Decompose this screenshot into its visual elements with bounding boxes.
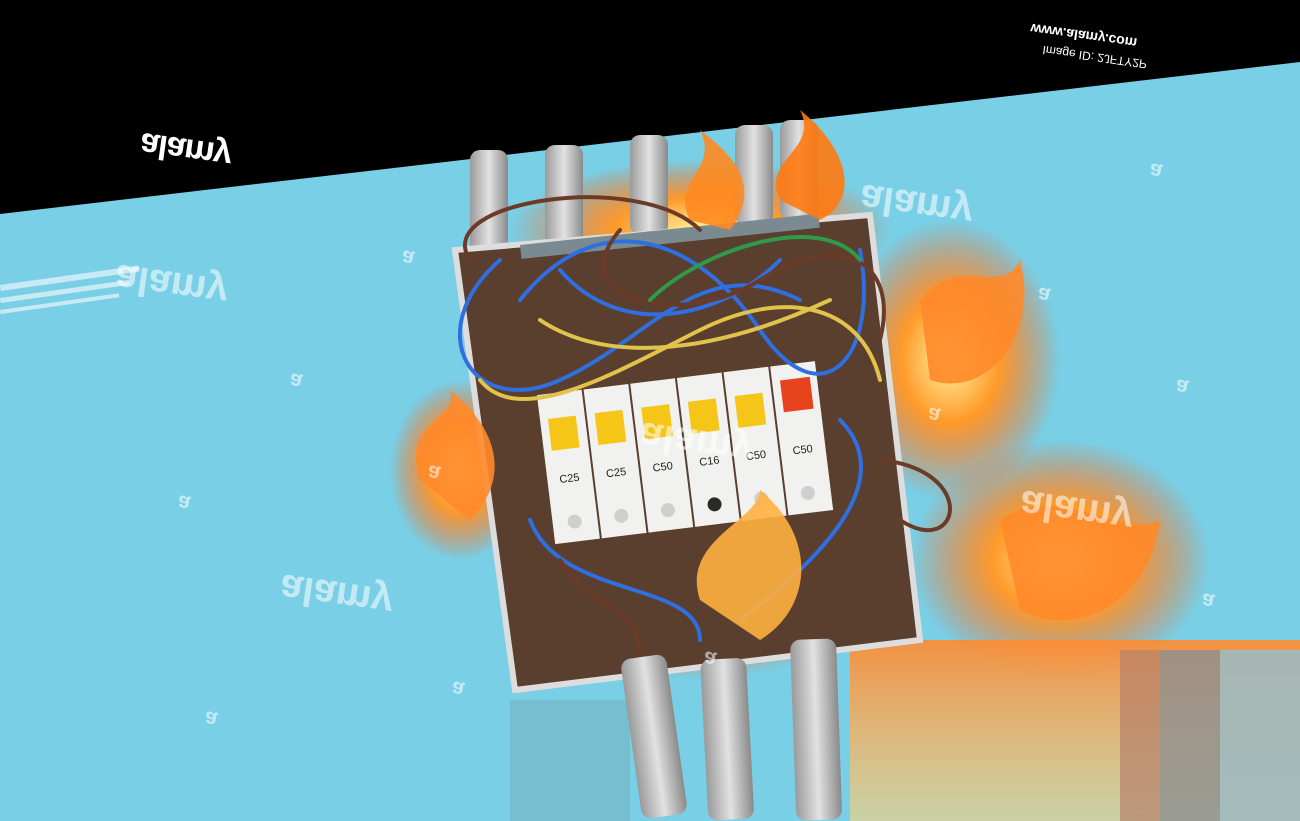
header-band [0, 0, 1300, 214]
top-conduits [470, 120, 818, 270]
flames [415, 110, 1160, 640]
bottom-conduits [621, 638, 842, 821]
breaker-row: C25 C25 C50 C16 C50 C50 [536, 361, 834, 545]
bottom-smear [510, 640, 1300, 821]
breaker-label: C25 [605, 466, 626, 480]
breaker-label: C25 [559, 472, 580, 486]
wires [458, 195, 952, 662]
breaker-label: C50 [792, 443, 813, 457]
light-streaks [0, 265, 140, 314]
breaker-label: C50 [652, 460, 673, 474]
breaker-label: C16 [699, 454, 720, 468]
breaker-label: C50 [745, 449, 766, 463]
